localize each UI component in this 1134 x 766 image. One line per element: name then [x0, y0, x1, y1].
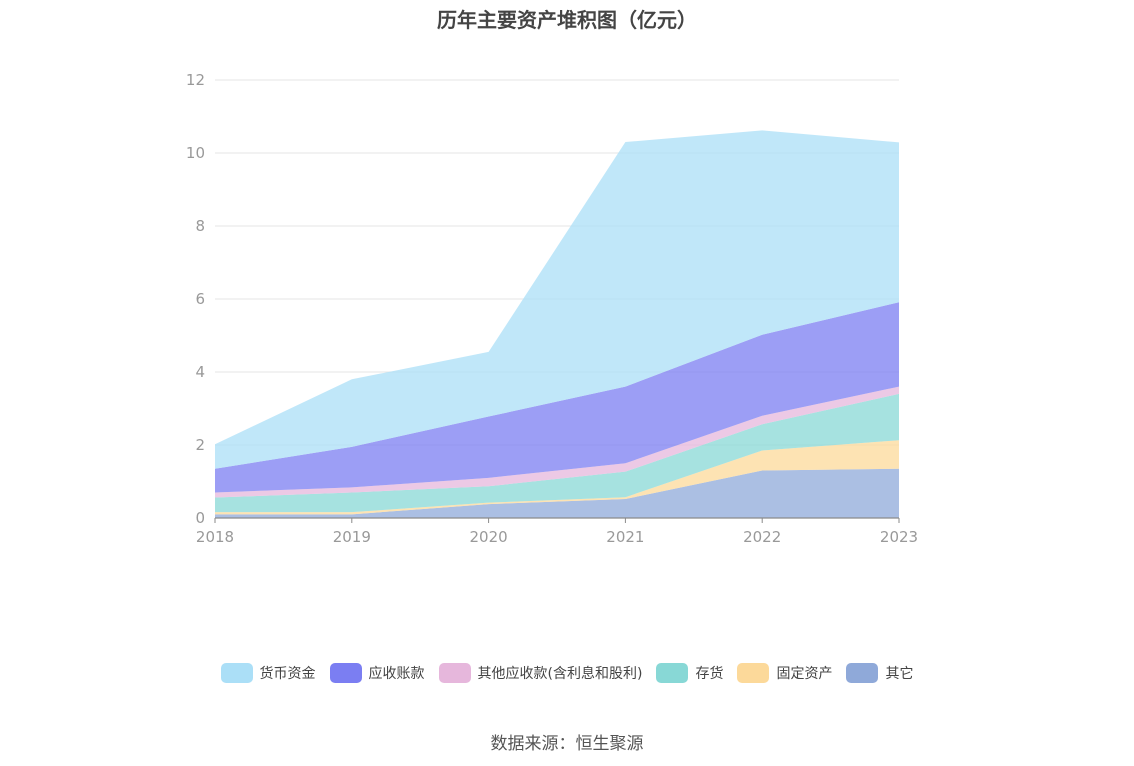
x-tick-label: 2019 — [333, 528, 371, 546]
area-series-2 — [215, 393, 899, 513]
legend-label: 固定资产 — [776, 666, 833, 682]
axes: 0 2 4 6 8 10 12 2018 2019 2020 2021 2022 2023 — [186, 71, 918, 546]
legend-item[interactable]: 货币资金 — [220, 663, 316, 683]
y-tick-label: 2 — [195, 436, 205, 454]
legend-label: 存货 — [695, 666, 724, 682]
area-series-4 — [215, 302, 899, 493]
legend-swatch — [846, 663, 879, 683]
legend-label: 其他应收款(含利息和股利) — [477, 666, 643, 682]
chart-title: 历年主要资产堆积图（亿元） — [437, 8, 697, 32]
y-tick-label: 0 — [195, 509, 205, 527]
legend-label: 其它 — [885, 666, 914, 682]
area-series-0 — [215, 468, 899, 518]
legend-swatch — [329, 663, 362, 683]
x-tick-label: 2018 — [196, 528, 234, 546]
legend-item[interactable]: 固定资产 — [737, 663, 832, 683]
y-tick-label: 12 — [186, 71, 205, 89]
legend-swatch — [438, 663, 471, 683]
area-series-group — [215, 130, 899, 518]
legend-swatch — [737, 663, 770, 683]
legend-item[interactable]: 其他应收款(含利息和股利) — [438, 663, 643, 683]
x-tick-label: 2022 — [743, 528, 781, 546]
x-tick-label: 2021 — [606, 528, 644, 546]
legend-item[interactable]: 其它 — [846, 663, 913, 683]
source-note: 数据来源：恒生聚源 — [490, 734, 644, 754]
x-tick-label: 2020 — [470, 528, 508, 546]
area-series-1 — [215, 440, 899, 515]
y-tick-label: 10 — [186, 144, 205, 162]
legend-swatch — [656, 663, 689, 683]
y-tick-label: 6 — [195, 290, 205, 308]
x-tick-label: 2023 — [880, 528, 918, 546]
y-tick-label: 4 — [195, 363, 205, 381]
legend-label: 应收账款 — [368, 666, 425, 682]
legend-item[interactable]: 存货 — [656, 663, 723, 683]
legend-label: 货币资金 — [259, 666, 316, 682]
area-series-3 — [215, 386, 899, 498]
y-tick-label: 8 — [195, 217, 205, 235]
legend: 货币资金 应收账款 其他应收款(含利息和股利) 存货 固定资产 其它 — [0, 663, 1134, 683]
area-series-5 — [215, 130, 899, 469]
legend-item[interactable]: 应收账款 — [329, 663, 425, 683]
legend-swatch — [220, 663, 253, 683]
